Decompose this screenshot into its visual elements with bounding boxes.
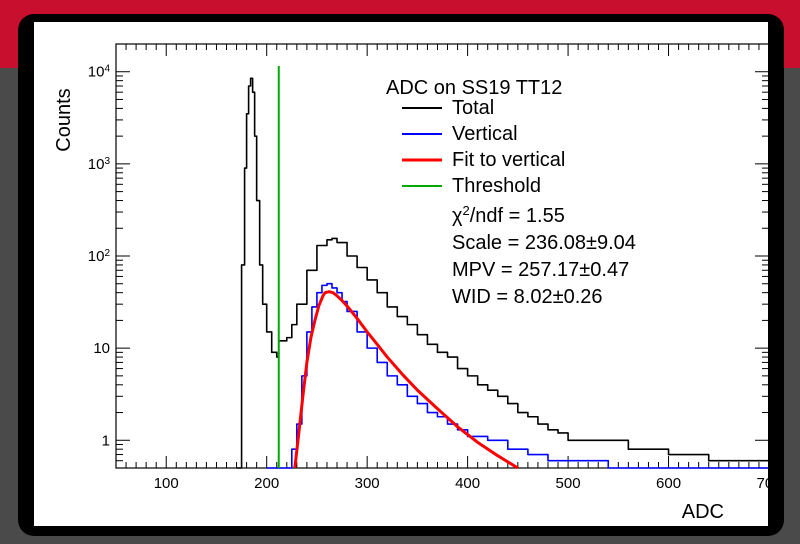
- legend: Total Vertical Fit to vertical Threshold: [402, 97, 565, 197]
- x-tick-label: 600: [656, 475, 681, 492]
- chi2-value: /ndf = 1.55: [470, 205, 565, 227]
- plot-canvas: 100200300400500600700110102103104 Counts…: [34, 22, 768, 526]
- chart-title: ADC on SS19 TT12: [386, 77, 562, 99]
- y-tick-exponent: 2: [104, 248, 110, 259]
- series-total: [236, 77, 768, 469]
- y-tick-label: 103: [88, 155, 111, 173]
- x-tick-label: 300: [355, 475, 380, 492]
- x-tick-label: 100: [154, 475, 179, 492]
- x-tick-label: 500: [556, 475, 581, 492]
- series-fit-to-vertical: [293, 290, 519, 470]
- y-tick-base: 10: [88, 248, 105, 265]
- axis-ticks: 100200300400500600700110102103104: [88, 43, 768, 492]
- y-tick-label: 104: [88, 63, 111, 81]
- y-axis-title: Counts: [53, 88, 75, 151]
- series-vertical: [266, 282, 768, 469]
- adc-histogram-chart: 100200300400500600700110102103104 Counts…: [53, 43, 768, 523]
- x-tick-label: 700: [756, 475, 768, 492]
- y-tick-label: 102: [88, 248, 111, 266]
- y-tick-label: 10: [93, 340, 110, 357]
- scale-stat: Scale = 236.08±9.04: [452, 232, 636, 254]
- y-tick-base: 10: [93, 340, 110, 357]
- y-tick-label: 1: [102, 432, 110, 449]
- chi2-stat: χ2/ndf = 1.55: [452, 203, 565, 228]
- legend-label: Vertical: [452, 123, 518, 145]
- y-tick-exponent: 3: [104, 155, 110, 166]
- x-tick-label: 400: [455, 475, 480, 492]
- x-axis-title: ADC: [682, 501, 724, 523]
- wid-stat: WID = 8.02±0.26: [452, 286, 603, 308]
- y-tick-base: 10: [88, 156, 105, 173]
- legend-label: Threshold: [452, 175, 541, 197]
- y-tick-base: 10: [88, 64, 105, 81]
- legend-label: Total: [452, 97, 494, 119]
- series-layer: [236, 77, 768, 470]
- chi2-symbol: χ: [452, 205, 463, 227]
- y-tick-base: 1: [102, 432, 110, 449]
- chi2-sup: 2: [463, 203, 470, 218]
- x-tick-label: 200: [254, 475, 279, 492]
- legend-label: Fit to vertical: [452, 149, 565, 171]
- mpv-stat: MPV = 257.17±0.47: [452, 259, 629, 281]
- y-tick-exponent: 4: [104, 63, 110, 74]
